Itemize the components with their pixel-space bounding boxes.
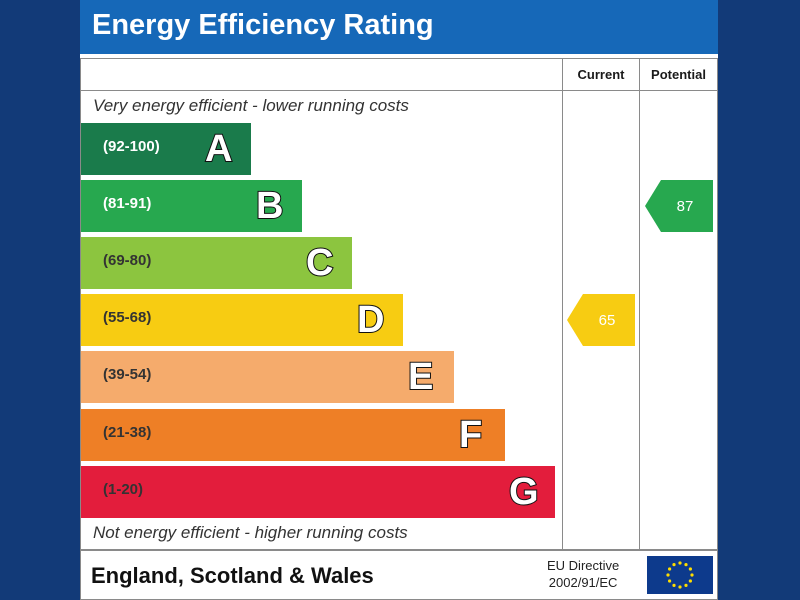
current-rating-marker-value: 65 xyxy=(598,311,616,329)
chart-title: Energy Efficiency Rating xyxy=(92,9,434,41)
band-range-label: (92-100) xyxy=(103,138,160,155)
band-letter: G xyxy=(508,470,540,514)
potential-column-divider xyxy=(639,59,640,549)
band-letter: D xyxy=(356,298,385,342)
title-bar: Energy Efficiency Rating xyxy=(80,0,718,54)
eu-directive: EU Directive 2002/91/EC xyxy=(547,557,619,591)
band-b: (81-91) B xyxy=(81,180,302,232)
band-range-label: (21-38) xyxy=(103,424,152,441)
current-rating-marker: 65 xyxy=(567,294,635,346)
current-column-header: Current xyxy=(577,67,625,82)
band-letter: E xyxy=(407,355,434,399)
region-label: England, Scotland & Wales xyxy=(91,563,374,588)
band-range-label: (69-80) xyxy=(103,252,152,269)
potential-rating-marker: 87 xyxy=(645,180,713,232)
potential-column-header: Potential xyxy=(651,67,706,82)
current-column-divider xyxy=(562,59,563,549)
band-c: (69-80) C xyxy=(81,237,352,289)
band-f: (21-38) F xyxy=(81,409,505,461)
rating-table: Current Potential Very energy efficient … xyxy=(80,58,718,550)
epc-panel: Energy Efficiency Rating Current Potenti… xyxy=(80,0,718,600)
band-letter: F xyxy=(458,413,483,457)
band-d: (55-68) D xyxy=(81,294,403,346)
band-range-label: (39-54) xyxy=(103,366,152,383)
band-letter: B xyxy=(255,184,284,228)
directive-line-1: EU Directive xyxy=(547,558,620,573)
top-caption: Very energy efficient - lower running co… xyxy=(93,96,409,115)
band-a: (92-100) A xyxy=(81,123,251,175)
bottom-caption: Not energy efficient - higher running co… xyxy=(93,523,408,542)
eu-flag-icon xyxy=(647,556,713,594)
footer: England, Scotland & Wales EU Directive 2… xyxy=(80,550,718,600)
band-e: (39-54) E xyxy=(81,351,454,403)
band-g: (1-20) G xyxy=(81,466,555,518)
band-letter: C xyxy=(305,241,334,285)
band-range-label: (55-68) xyxy=(103,309,152,326)
band-letter: A xyxy=(204,127,233,171)
directive-line-2: 2002/91/EC xyxy=(548,575,618,590)
band-range-label: (81-91) xyxy=(103,195,152,212)
header-row-divider xyxy=(81,90,717,91)
band-range-label: (1-20) xyxy=(103,481,144,498)
potential-rating-marker-value: 87 xyxy=(676,197,694,215)
